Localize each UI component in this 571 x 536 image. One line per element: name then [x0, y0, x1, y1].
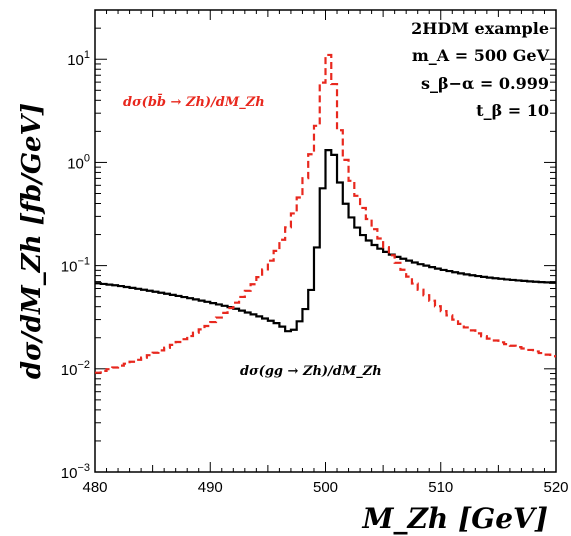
- x-tick-label: 510: [428, 479, 453, 496]
- x-tick-labels: 480 490 500 510 520: [82, 479, 568, 496]
- x-tick-label: 500: [313, 479, 338, 496]
- series-bb-to-zh-line: [95, 53, 556, 374]
- y-tick-label: 10−2: [61, 359, 90, 379]
- x-axis-title: M_Zh [GeV]: [362, 502, 549, 535]
- y-tick-label: 100: [67, 152, 90, 172]
- y-tick-label: 10−1: [61, 256, 90, 276]
- y-axis-title: dσ/dM_Zh [fb/GeV]: [17, 103, 47, 379]
- x-tick-label: 520: [543, 479, 568, 496]
- axis-ticks: [94, 9, 557, 473]
- info-model: 2HDM example: [411, 19, 549, 38]
- y-tick-labels: 10−3 10−2 10−1 100 101: [61, 49, 90, 482]
- x-tick-label: 480: [82, 479, 107, 496]
- annotation-bb-to-zh: dσ(bb̄ → Zh)/dM_Zh: [123, 93, 265, 110]
- info-sin-beta-alpha: s_β−α = 0.999: [421, 74, 549, 93]
- annotation-gg-to-zh: dσ(gg → Zh)/dM_Zh: [240, 364, 382, 379]
- info-box: 2HDM example m_A = 500 GeV s_β−α = 0.999…: [411, 19, 549, 120]
- info-tan-beta: t_β = 10: [476, 101, 549, 120]
- series-gg-to-zh-line: [95, 149, 556, 333]
- y-tick-label: 101: [67, 49, 90, 69]
- info-mass: m_A = 500 GeV: [412, 46, 550, 65]
- x-tick-label: 490: [198, 479, 223, 496]
- y-tick-label: 10−3: [61, 462, 90, 482]
